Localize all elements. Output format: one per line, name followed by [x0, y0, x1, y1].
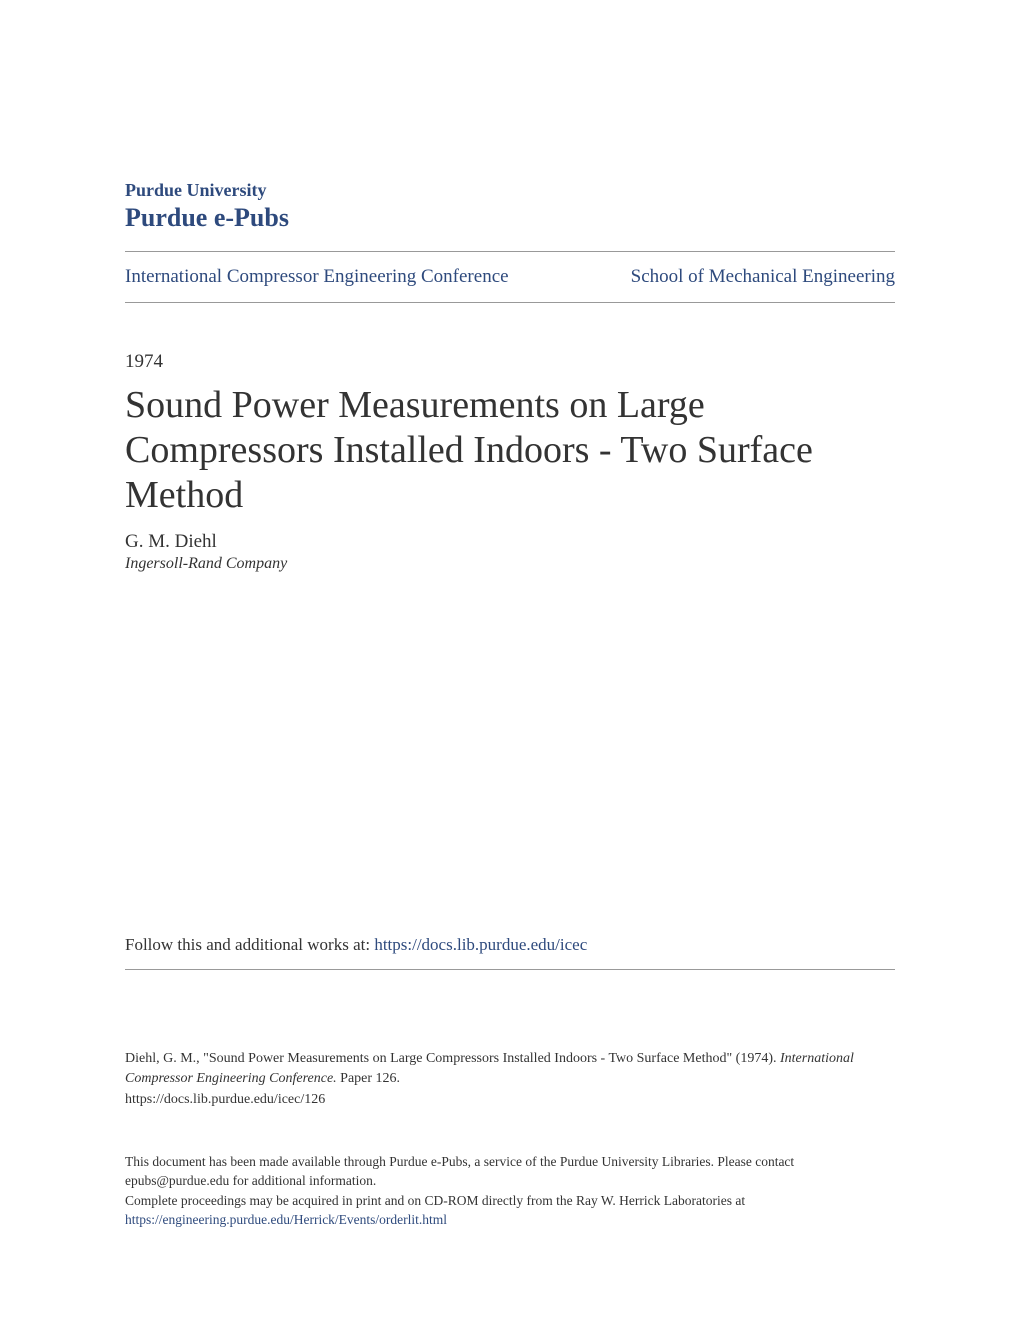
citation-section: Diehl, G. M., "Sound Power Measurements … — [125, 1049, 895, 1110]
author-name: G. M. Diehl — [125, 531, 895, 553]
nav-school-link[interactable]: School of Mechanical Engineering — [631, 266, 895, 288]
citation-text: Diehl, G. M., "Sound Power Measurements … — [125, 1051, 780, 1066]
follow-text-row: Follow this and additional works at: htt… — [125, 935, 895, 969]
repository-name[interactable]: Purdue e-Pubs — [125, 203, 895, 233]
follow-link[interactable]: https://docs.lib.purdue.edu/icec — [374, 935, 587, 954]
nav-conference-link[interactable]: International Compressor Engineering Con… — [125, 266, 509, 288]
document-title: Sound Power Measurements on Large Compre… — [125, 383, 895, 517]
follow-section: Follow this and additional works at: htt… — [125, 935, 895, 970]
publication-year: 1974 — [125, 351, 895, 373]
footer-section: This document has been made available th… — [125, 1152, 895, 1230]
author-affiliation: Ingersoll-Rand Company — [125, 555, 895, 573]
follow-label: Follow this and additional works at: — [125, 935, 374, 954]
university-name: Purdue University — [125, 180, 895, 201]
citation-paper: Paper 126. — [337, 1071, 400, 1086]
footer-orderlit-link[interactable]: https://engineering.purdue.edu/Herrick/E… — [125, 1212, 447, 1227]
divider-follow — [125, 969, 895, 970]
divider-bottom — [125, 302, 895, 303]
footer-line2-prefix: Complete proceedings may be acquired in … — [125, 1193, 745, 1208]
nav-row: International Compressor Engineering Con… — [125, 252, 895, 302]
citation-url: https://docs.lib.purdue.edu/icec/126 — [125, 1092, 325, 1107]
footer-line2: Complete proceedings may be acquired in … — [125, 1191, 895, 1230]
footer-line1: This document has been made available th… — [125, 1152, 895, 1191]
